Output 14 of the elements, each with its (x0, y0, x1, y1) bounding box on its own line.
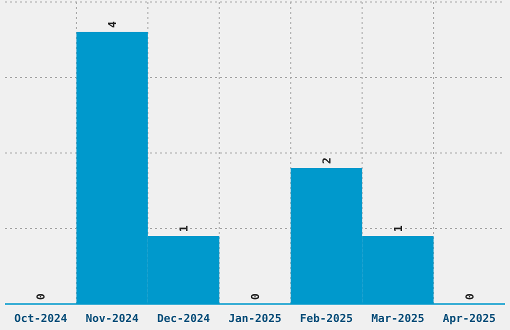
x-tick-label: Nov-2024 (86, 312, 140, 325)
data-label: 0 (34, 293, 48, 300)
data-label: 0 (249, 293, 262, 300)
data-label: 4 (106, 20, 120, 28)
x-tick-label: Jan-2025 (228, 312, 282, 325)
data-label: 1 (392, 224, 405, 232)
x-tick-label: Feb-2025 (300, 312, 353, 325)
x-tick-label: Apr-2025 (442, 312, 496, 325)
x-tick-label: Mar-2025 (371, 312, 424, 325)
x-tick-label: Dec-2024 (157, 312, 210, 325)
data-label: 0 (463, 293, 476, 300)
data-label: 2 (320, 157, 334, 164)
x-tick-label: Oct-2024 (14, 312, 68, 325)
data-label: 1 (178, 224, 191, 232)
